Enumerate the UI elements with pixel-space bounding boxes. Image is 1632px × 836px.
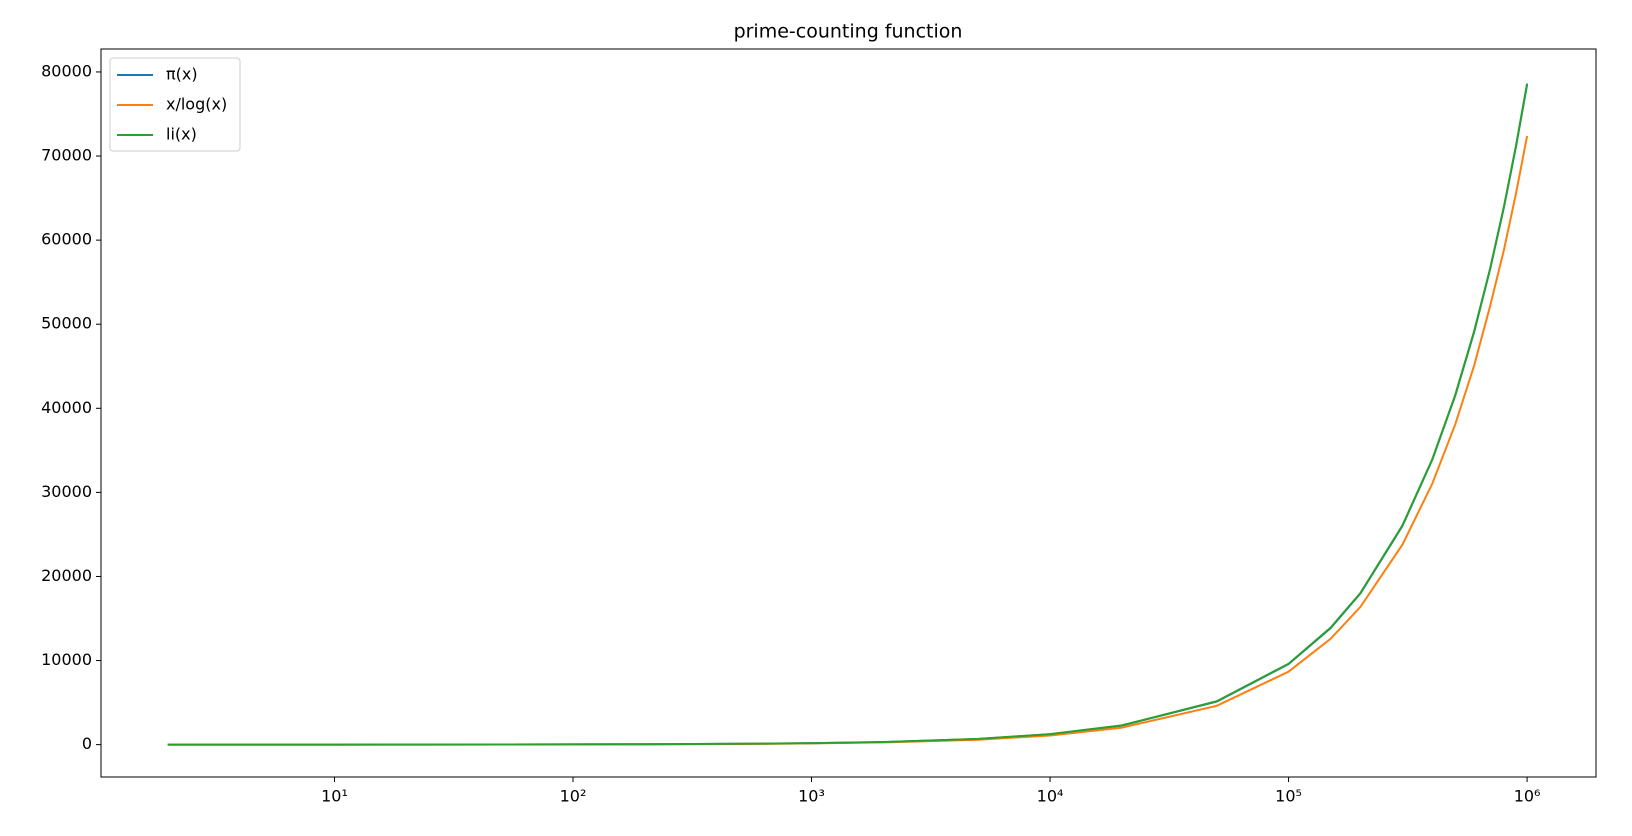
y-tick-label: 60000 [41, 230, 92, 249]
y-tick-label: 50000 [41, 314, 92, 333]
legend-label: x/log(x) [166, 95, 227, 114]
y-tick-label: 70000 [41, 146, 92, 165]
legend-label: li(x) [166, 125, 197, 144]
y-tick-label: 30000 [41, 482, 92, 501]
x-tick-label: 10¹ [321, 787, 348, 806]
legend-label: π(x) [166, 65, 198, 84]
chart-title: prime-counting function [734, 21, 963, 43]
legend: π(x) x/log(x) li(x) [109, 57, 241, 152]
x-tick-label: 10⁴ [1037, 787, 1064, 806]
y-tick-label: 0 [82, 734, 92, 753]
x-tick-label: 10⁵ [1275, 787, 1302, 806]
x-tick-label: 10⁶ [1514, 787, 1541, 806]
y-tick-label: 40000 [41, 398, 92, 417]
series-line [167, 135, 1529, 746]
y-tick-label: 20000 [41, 566, 92, 585]
y-tick-label: 10000 [41, 650, 92, 669]
series-line [167, 83, 1529, 746]
y-tick-label: 80000 [41, 61, 92, 80]
plot-frame [100, 48, 1597, 778]
x-tick-label: 10³ [798, 787, 825, 806]
legend-box [109, 57, 241, 152]
x-tick-label: 10² [560, 787, 587, 806]
